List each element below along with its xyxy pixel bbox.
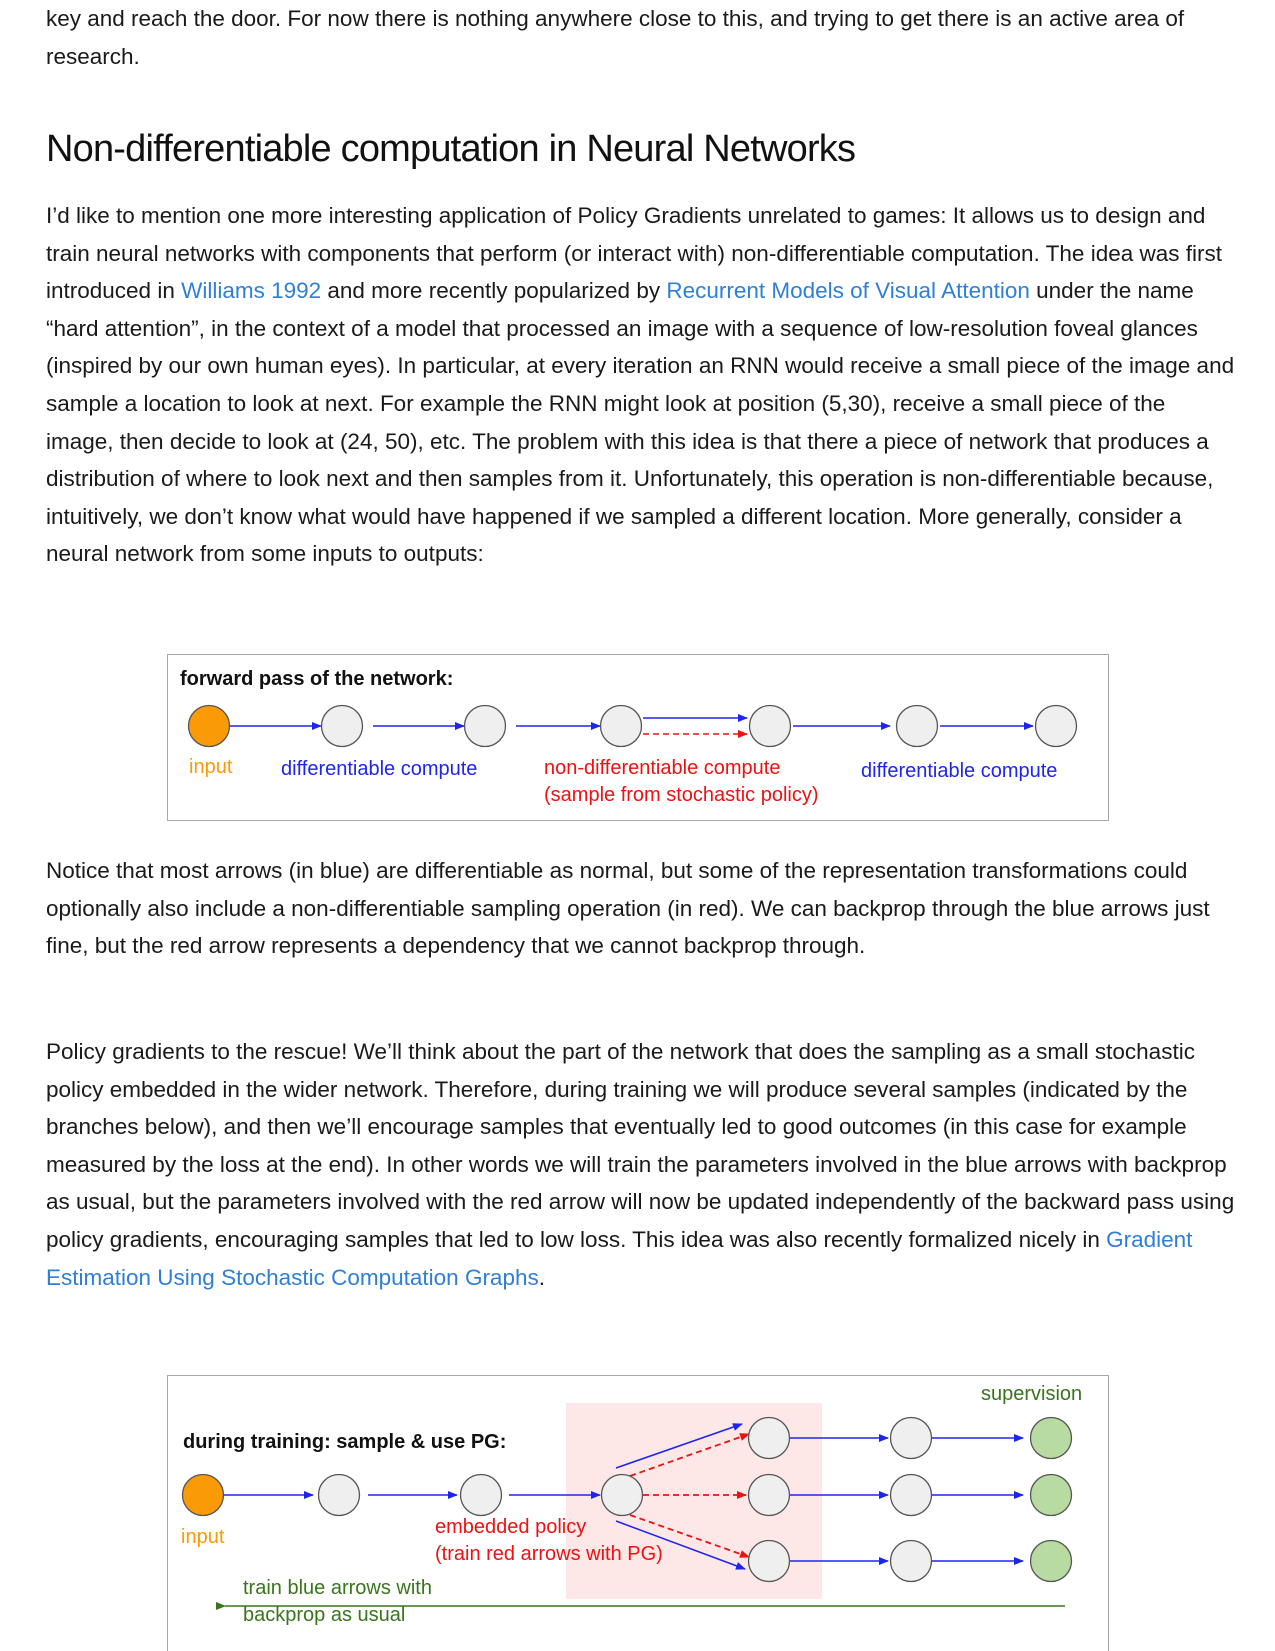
policy-node xyxy=(600,1473,644,1517)
figure-title: during training: sample & use PG: xyxy=(183,1431,506,1453)
input-node xyxy=(181,1473,225,1517)
paragraph-text: Policy gradients to the rescue! We’ll th… xyxy=(46,1039,1235,1252)
paragraph-policy-gradients: Policy gradients to the rescue! We’ll th… xyxy=(46,1033,1236,1296)
train-red-arrows-label: (train red arrows with PG) xyxy=(435,1543,663,1565)
input-label: input xyxy=(189,756,233,778)
differentiable-compute-label: differentiable compute xyxy=(861,760,1057,782)
section-heading: Non-differentiable computation in Neural… xyxy=(46,128,856,170)
paragraph-notice: Notice that most arrows (in blue) are di… xyxy=(46,852,1236,965)
sample-node xyxy=(747,1539,791,1583)
paragraph-text: under the name “hard attention”, in the … xyxy=(46,278,1235,567)
supervision-node xyxy=(1029,1416,1073,1460)
red-dashed-branch-arrow xyxy=(629,1514,750,1558)
network-node xyxy=(889,1539,933,1583)
network-node xyxy=(889,1473,933,1517)
williams-1992-link[interactable]: Williams 1992 xyxy=(181,278,322,304)
network-node xyxy=(317,1473,361,1517)
network-node xyxy=(463,704,507,748)
network-node xyxy=(320,704,364,748)
forward-pass-diagram: forward pass of the network: input diffe… xyxy=(180,668,1078,806)
paragraph-text: Notice that most arrows (in blue) are di… xyxy=(46,858,1210,959)
sample-node xyxy=(747,1473,791,1517)
embedded-policy-label: embedded policy xyxy=(435,1516,586,1538)
network-node xyxy=(889,1416,933,1460)
backprop-label: train blue arrows with xyxy=(243,1577,432,1599)
input-label: input xyxy=(181,1526,225,1548)
recurrent-models-link[interactable]: Recurrent Models of Visual Attention xyxy=(666,278,1030,304)
differentiable-compute-label: differentiable compute xyxy=(281,758,477,780)
network-node xyxy=(748,704,792,748)
stochastic-policy-label: (sample from stochastic policy) xyxy=(544,784,819,806)
non-differentiable-label: non-differentiable compute xyxy=(544,757,780,779)
paragraph-text: and more recently popularized by xyxy=(321,278,667,304)
network-node xyxy=(599,704,643,748)
supervision-node xyxy=(1029,1473,1073,1517)
backprop-label: backprop as usual xyxy=(243,1604,405,1626)
network-node xyxy=(459,1473,503,1517)
blue-branch-arrow xyxy=(615,1520,746,1570)
red-dashed-branch-arrow xyxy=(629,1433,750,1477)
blue-branch-arrow xyxy=(615,1423,743,1469)
figure-title: forward pass of the network: xyxy=(180,668,453,690)
sample-node xyxy=(747,1416,791,1460)
intro-text: key and reach the door. For now there is… xyxy=(46,6,1185,69)
supervision-node xyxy=(1029,1539,1073,1583)
training-diagram: during training: sample & use PG: superv… xyxy=(181,1383,1082,1626)
paragraph-text: I’d like to mention one more interesting… xyxy=(46,203,1222,304)
supervision-label: supervision xyxy=(981,1383,1082,1405)
intro-paragraph: key and reach the door. For now there is… xyxy=(46,0,1236,75)
paragraph-text: . xyxy=(538,1264,545,1290)
network-node xyxy=(1034,704,1078,748)
paragraph-hard-attention: I’d like to mention one more interesting… xyxy=(46,197,1236,573)
training-figure: during training: sample & use PG: superv… xyxy=(167,1375,1109,1651)
input-node xyxy=(187,704,231,748)
stochastic-computation-graphs-link[interactable]: Gradient Estimation Using Stochastic Com… xyxy=(46,1226,1193,1290)
network-node xyxy=(895,704,939,748)
forward-pass-figure: forward pass of the network: input diffe… xyxy=(167,654,1109,821)
